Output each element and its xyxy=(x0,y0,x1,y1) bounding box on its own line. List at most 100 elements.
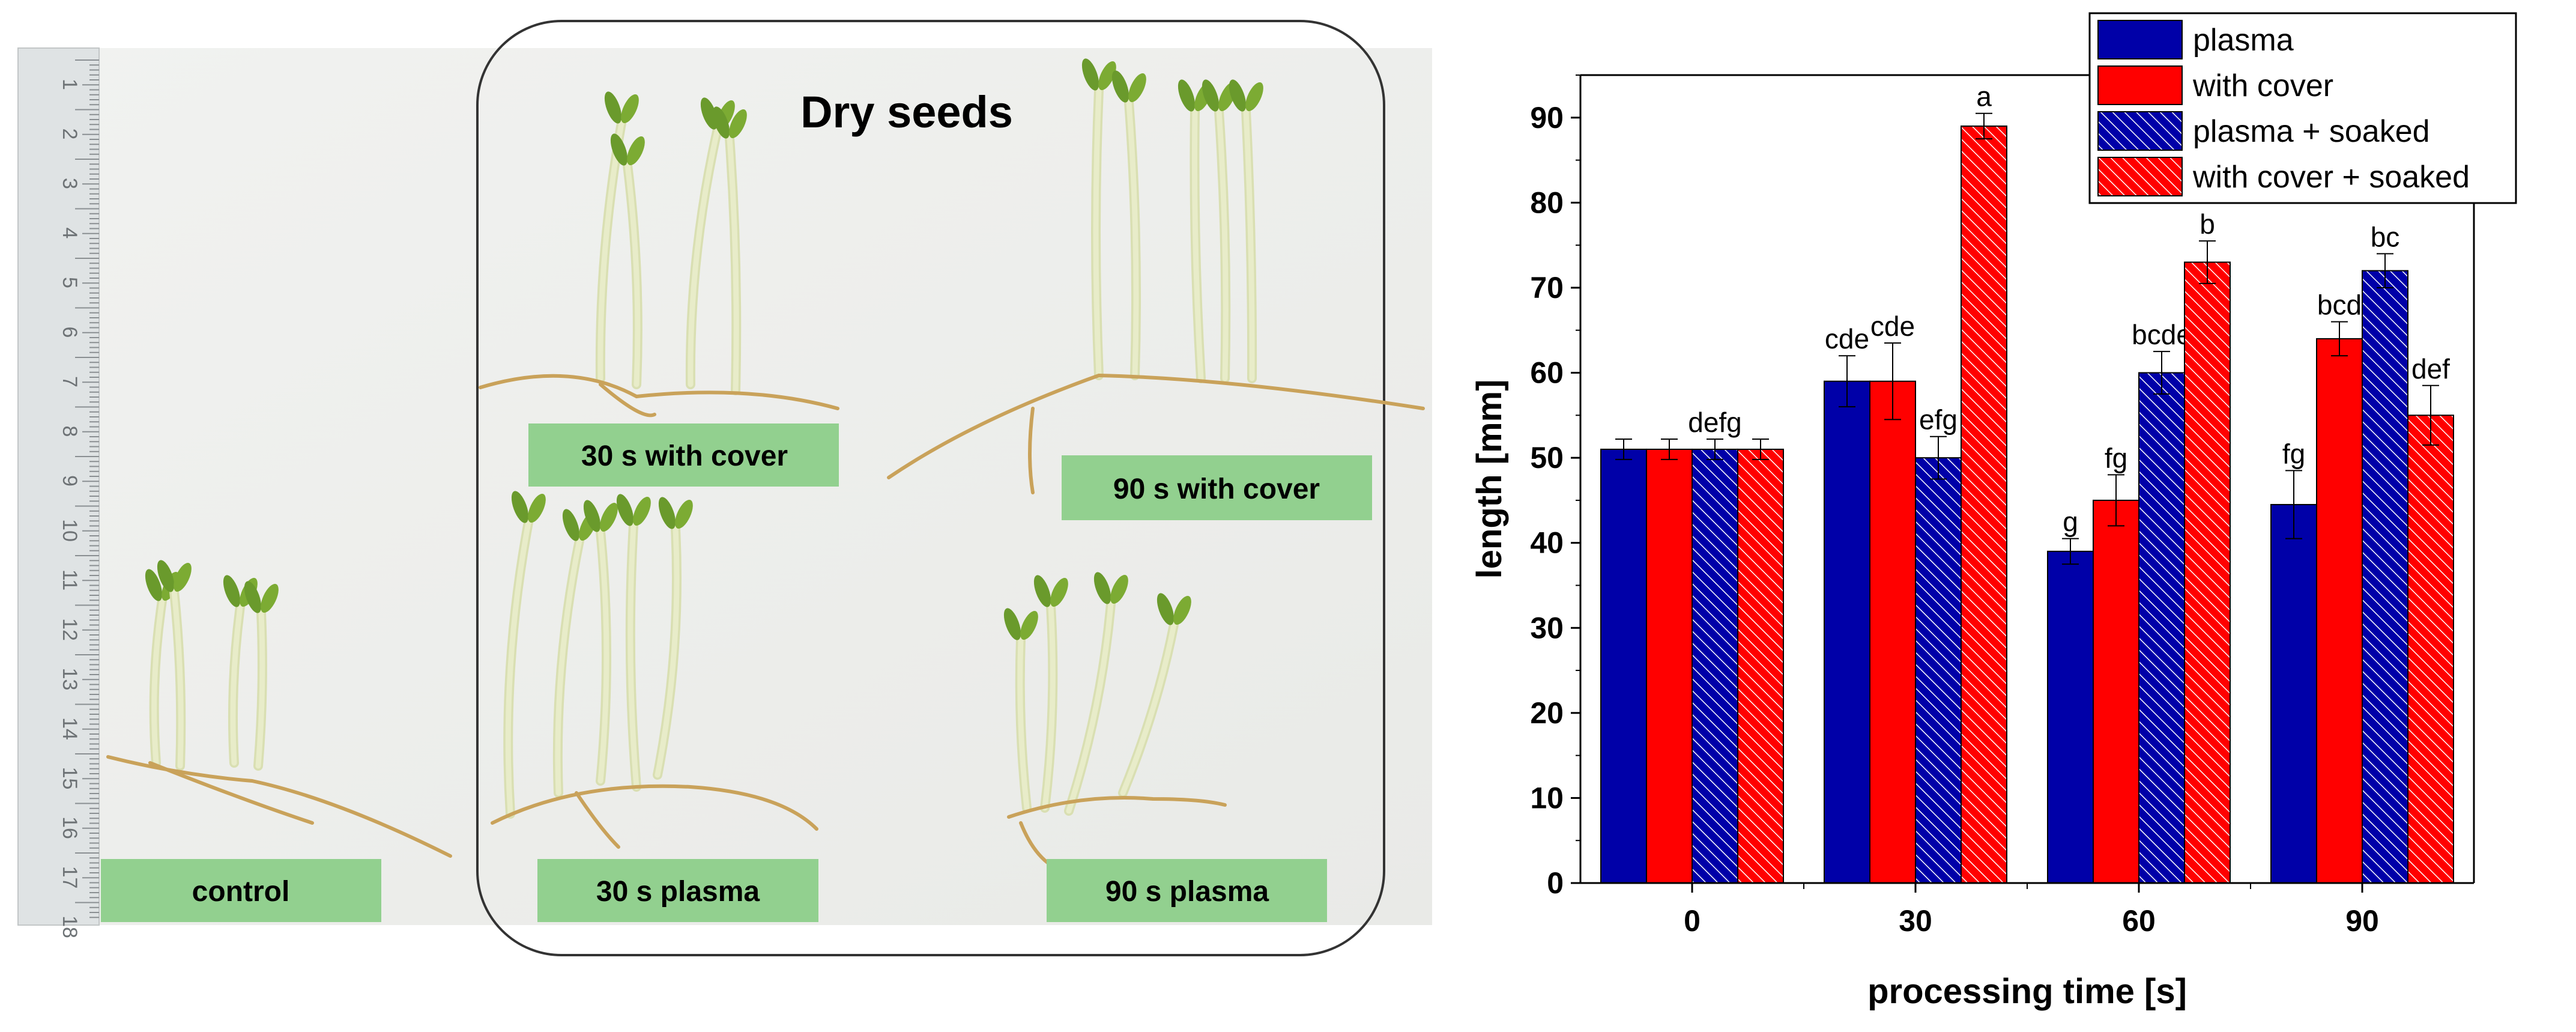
bar-with-cover-soaked-30 xyxy=(1961,125,2007,884)
seedling xyxy=(157,560,192,771)
bar-with-cover-soaked-90 xyxy=(2407,414,2454,884)
error-bar xyxy=(1930,436,1947,480)
significance-label: bc xyxy=(2371,221,2400,252)
y-tick-label: 60 xyxy=(1530,356,1564,390)
bar-plasma-90 xyxy=(2270,503,2317,884)
y-tick-label: 80 xyxy=(1530,186,1564,219)
ruler-number: 8 xyxy=(58,426,81,437)
significance-label: def xyxy=(2411,353,2450,384)
chart-panel: defg cde cde efg a g fg bcde b fg bcd bc def 0 10 20 30… xyxy=(1441,0,2576,1029)
error-bar xyxy=(1839,355,1855,408)
bar-plasma-60 xyxy=(2047,550,2094,884)
significance-label: efg xyxy=(1919,404,1958,436)
root xyxy=(599,383,656,417)
seedling xyxy=(1229,79,1263,383)
significance-label: bcde xyxy=(2132,319,2192,350)
error-bar xyxy=(1707,438,1723,460)
root xyxy=(575,791,620,849)
legend-label: with cover xyxy=(2192,68,2333,103)
legend-label: plasma + soaked xyxy=(2193,114,2430,149)
y-tick-label: 50 xyxy=(1530,441,1564,475)
error-bar xyxy=(2062,538,2079,565)
error-bar xyxy=(1661,438,1678,460)
error-bar xyxy=(1615,438,1632,460)
significance-label: fg xyxy=(2105,442,2127,473)
bar-plasma-soaked-0 xyxy=(1692,448,1738,884)
seedling xyxy=(616,494,651,792)
chart-axes: 0 10 20 30 40 50 60 70 80 90 0 30 60 90 xyxy=(1530,74,2475,938)
error-bar xyxy=(2153,351,2170,395)
seedling xyxy=(552,509,597,798)
ruler-number: 5 xyxy=(58,277,81,288)
ruler-number: 3 xyxy=(58,178,81,189)
legend-swatch xyxy=(2097,111,2183,151)
seedling xyxy=(1111,70,1146,380)
y-axis-title: length [mm] xyxy=(1470,380,1509,579)
seedling xyxy=(610,133,645,389)
y-tick-label: 70 xyxy=(1530,271,1564,305)
root xyxy=(1028,407,1035,494)
error-bar xyxy=(2108,474,2124,527)
bar-plasma-soaked-90 xyxy=(2362,270,2408,884)
significance-label: bcd xyxy=(2317,290,2362,321)
legend-swatch xyxy=(2097,157,2183,196)
significance-label: fg xyxy=(2282,438,2305,469)
x-tick-label: 60 xyxy=(2122,904,2156,938)
x-tick-label: 0 xyxy=(1684,904,1701,938)
ruler-number: 17 xyxy=(58,866,81,889)
bar-with-cover-60 xyxy=(2093,499,2139,884)
error-bar xyxy=(2331,321,2348,357)
y-tick-label: 10 xyxy=(1530,781,1564,815)
bar-plasma-0 xyxy=(1600,448,1647,884)
ruler-number: 11 xyxy=(58,569,81,590)
y-tick-label: 0 xyxy=(1547,866,1564,900)
ruler-number: 16 xyxy=(58,816,81,839)
label-90s-cover: 90 s with cover xyxy=(1062,455,1372,520)
ruler-number: 7 xyxy=(58,376,81,387)
bar-chart: defg cde cde efg a g fg bcde b fg bcd bc def 0 10 20 30… xyxy=(1444,0,2576,1029)
bar-plasma-30 xyxy=(1824,380,1870,884)
bar-plasma-soaked-60 xyxy=(2138,372,2185,884)
ruler-number: 12 xyxy=(58,618,81,641)
seedling xyxy=(653,497,693,780)
significance-label: b xyxy=(2200,208,2215,240)
bar-with-cover-soaked-0 xyxy=(1737,448,1784,884)
legend-swatch xyxy=(2097,65,2183,105)
error-bar xyxy=(1752,438,1769,460)
ruler-number: 13 xyxy=(58,668,81,691)
legend-swatch xyxy=(2097,20,2183,59)
ruler-number: 15 xyxy=(58,767,81,790)
ruler-number: 18 xyxy=(58,915,81,938)
x-axis-title: processing time [s] xyxy=(1867,972,2187,1011)
seedling xyxy=(1118,593,1191,798)
error-bar xyxy=(2377,253,2393,288)
ruler-number: 10 xyxy=(58,519,81,542)
label-90s-cover-text: 90 s with cover xyxy=(1113,473,1320,505)
seedling-photo-panel: 1 2 3 4 5 6 7 8 9 10 11 12 13 14 15 16 17 18 Dry seeds co… xyxy=(17,20,1432,956)
ruler-number: 14 xyxy=(58,717,81,740)
bar-with-cover-30 xyxy=(1869,380,1916,884)
root xyxy=(148,761,314,825)
bar-plasma-soaked-30 xyxy=(1915,457,1962,884)
label-30s-cover-text: 30 s with cover xyxy=(581,440,788,472)
chart-bars: defg cde cde efg a g fg bcde b fg bcd bc def xyxy=(1600,81,2454,884)
dry-seeds-frame xyxy=(476,20,1385,956)
x-tick-label: 90 xyxy=(2345,904,2379,938)
error-bar xyxy=(1976,112,1992,140)
seedling xyxy=(712,106,747,395)
seedling xyxy=(1003,608,1038,813)
seedling xyxy=(1064,572,1128,816)
root xyxy=(479,374,839,410)
significance-label: cde xyxy=(1870,311,1915,342)
y-tick-label: 30 xyxy=(1530,611,1564,645)
ruler-number: 9 xyxy=(58,475,81,487)
significance-label: g xyxy=(2063,506,2078,538)
ruler-number: 4 xyxy=(58,228,81,239)
root xyxy=(106,755,452,858)
label-30s-plasma: 30 s plasma xyxy=(537,859,818,922)
root xyxy=(491,784,818,831)
error-bar xyxy=(2422,384,2439,446)
error-bar xyxy=(2199,240,2216,284)
